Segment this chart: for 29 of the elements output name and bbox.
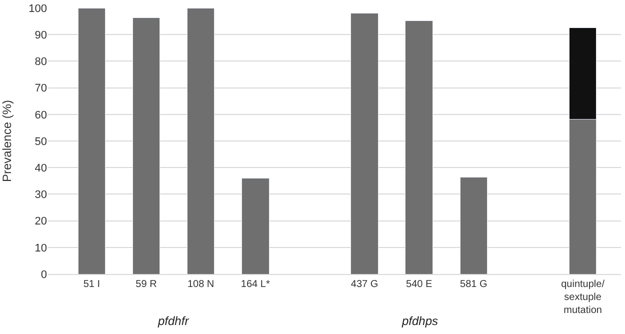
x-tick-label: 108 N xyxy=(187,279,214,290)
x-tick-label: 540 E xyxy=(406,279,432,290)
bar xyxy=(460,177,488,274)
bar xyxy=(78,8,106,274)
bar xyxy=(186,8,215,274)
y-tick-label: 60 xyxy=(34,109,47,122)
x-tick-label: 59 R xyxy=(136,279,157,290)
bar xyxy=(241,178,270,274)
bar xyxy=(405,20,433,274)
y-tick-label: 80 xyxy=(34,56,47,68)
y-tick-label: 40 xyxy=(34,162,47,174)
y-axis-title: Prevalence (%) xyxy=(0,100,14,182)
y-tick-label: 0 xyxy=(40,268,47,281)
bar xyxy=(132,17,160,274)
y-tick-label: 90 xyxy=(34,29,47,42)
x-tick-label: 51 I xyxy=(83,279,100,290)
text: pfdhps xyxy=(401,314,438,328)
y-tick-label: 100 xyxy=(28,2,47,15)
text: pfdhfr xyxy=(157,314,190,328)
x-tick-label: 437 G xyxy=(350,279,378,290)
bar xyxy=(350,12,378,274)
y-tick-label: 20 xyxy=(34,216,47,228)
y-tick-label: 10 xyxy=(34,242,47,254)
y-tick-label: 70 xyxy=(34,82,47,95)
x-tick-label: 164 L* xyxy=(240,279,270,290)
x-tick-label: quintuple/ sextuple mutation xyxy=(561,279,605,316)
x-tick-label: 581 G xyxy=(460,279,488,290)
y-tick-label: 30 xyxy=(34,189,47,202)
y-tick-label: 50 xyxy=(34,136,47,148)
